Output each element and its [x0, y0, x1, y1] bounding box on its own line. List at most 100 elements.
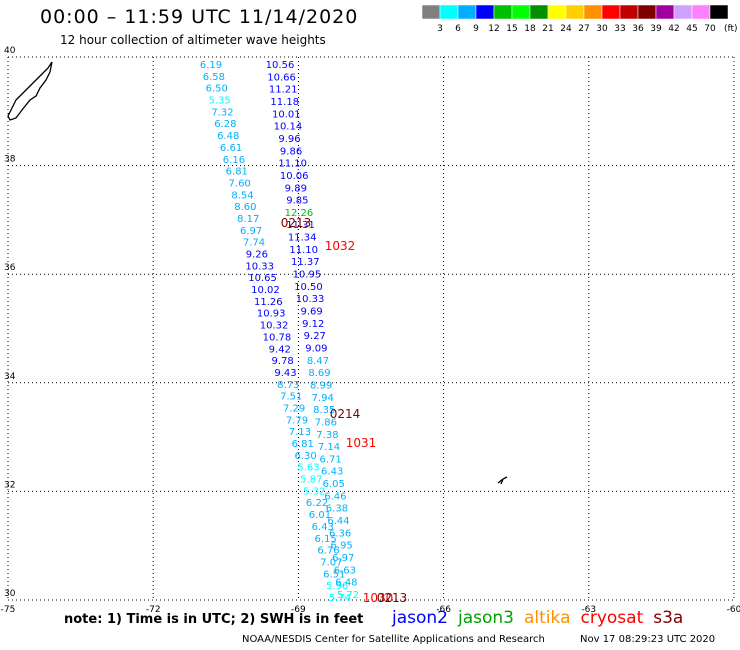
wave-height-value: 8.60: [234, 202, 256, 213]
longitude-tick-label: -69: [291, 605, 306, 615]
colorbar-label: 39: [650, 24, 662, 34]
wave-height-value: 6.22: [306, 498, 328, 509]
wave-height-value: 5.74: [329, 593, 351, 604]
wave-height-value: 5.32: [303, 486, 325, 497]
pass-label: 0213: [281, 216, 312, 230]
wave-height-value: 10.14: [274, 122, 303, 133]
latitude-tick-label: 40: [4, 46, 16, 56]
generated-timestamp: Nov 17 08:29:23 UTC 2020: [580, 634, 716, 645]
wave-height-value: 11.31: [286, 220, 315, 231]
wave-height-value: 10.32: [260, 321, 289, 332]
wave-height-value: 6.63: [334, 565, 356, 576]
colorbar-label: 15: [506, 24, 517, 34]
wave-height-value: 12.26: [285, 208, 314, 219]
wave-height-value: 7.29: [283, 403, 305, 414]
map-subtitle: 12 hour collection of altimeter wave hei…: [60, 33, 326, 47]
wave-height-value: 7.32: [211, 107, 233, 118]
wave-height-value: 6.16: [223, 155, 245, 166]
wave-height-value: 9.89: [285, 183, 307, 194]
wave-height-value: 9.85: [286, 196, 308, 207]
wave-height-value: 6.05: [323, 479, 345, 490]
wave-height-value: 8.73: [277, 380, 299, 391]
wave-height-value: 8.99: [310, 380, 332, 391]
footer-note: note: 1) Time is in UTC; 2) SWH is in fe…: [64, 612, 364, 627]
legend-s3a: s3a: [653, 608, 684, 628]
wave-height-value: 10.01: [272, 109, 301, 120]
colorbar-label: 21: [542, 24, 553, 34]
latitude-tick-label: 34: [4, 372, 16, 382]
wave-height-value: 6.48: [335, 578, 357, 589]
wave-height-value: 6.15: [315, 534, 337, 545]
wave-height-value: 10.95: [293, 270, 322, 281]
wave-height-value: 5.96: [326, 581, 348, 592]
wave-height-value: 11.34: [288, 233, 317, 244]
wave-height-value: 10.33: [245, 261, 274, 272]
pass-label: 1031: [346, 436, 377, 450]
longitude-tick-label: -63: [581, 605, 596, 615]
wave-height-value: 6.50: [206, 84, 228, 95]
wave-height-value: 5.72: [337, 590, 359, 601]
wave-height-value: 8.35: [313, 405, 335, 416]
longitude-tick-label: -66: [436, 605, 451, 615]
colorbar-label: 33: [614, 24, 625, 34]
colorbar-label: 24: [560, 24, 572, 34]
wave-height-value: 9.96: [278, 134, 300, 145]
wave-height-value: 6.28: [214, 119, 236, 130]
wave-height-value: 10.33: [296, 294, 325, 305]
pass-label: 0213: [377, 591, 408, 605]
wave-height-value: 9.78: [272, 356, 294, 367]
wave-height-value: 10.65: [248, 273, 277, 284]
wave-height-value: 11.21: [269, 85, 298, 96]
wave-height-value: 5.35: [208, 96, 230, 107]
colorbar-label: 12: [488, 24, 499, 34]
wave-height-value: 6.97: [240, 226, 262, 237]
colorbar-label: 18: [524, 24, 536, 34]
wave-height-value: 10.06: [280, 171, 309, 182]
legend-cryosat: cryosat: [580, 608, 644, 628]
legend-jason3: jason3: [458, 608, 514, 628]
wave-height-value: 6.01: [309, 510, 331, 521]
wave-height-value: 5.63: [297, 463, 319, 474]
wave-height-colorbar: 3 6 9 12 15 18 21 24 27 30 33 36 39 42 45 70 (ft): [422, 5, 738, 34]
wave-height-value: 9.69: [300, 307, 322, 318]
wave-height-value: 11.26: [254, 297, 283, 308]
wave-height-value: 9.26: [246, 250, 268, 261]
wave-height-value: 6.43: [312, 522, 334, 533]
colorbar-label: 36: [632, 24, 644, 34]
wave-height-value: 8.54: [231, 190, 253, 201]
wave-height-value: 6.95: [331, 541, 353, 552]
wave-height-value: 7.74: [243, 238, 265, 249]
wave-height-value: 10.02: [251, 285, 280, 296]
colorbar-label: 27: [578, 24, 589, 34]
wave-height-value: 7.13: [289, 427, 311, 438]
wave-height-value: 10.50: [294, 282, 323, 293]
wave-height-value: 6.46: [324, 491, 346, 502]
legend-jason2: jason2: [392, 608, 448, 628]
longitude-tick-label: -75: [1, 605, 16, 615]
legend-altika: altika: [524, 608, 571, 628]
wave-height-value: 6.51: [323, 569, 345, 580]
wave-height-value: 9.12: [302, 319, 324, 330]
latitude-tick-label: 32: [4, 480, 15, 490]
credit-line: NOAA/NESDIS Center for Satellite Applica…: [242, 634, 545, 645]
wave-height-value: 6.36: [329, 528, 351, 539]
wave-height-value: 11.18: [270, 97, 299, 108]
wave-height-value: 7.51: [280, 392, 302, 403]
wave-height-value: 10.93: [257, 309, 286, 320]
bermuda-island: [497, 476, 508, 485]
wave-height-value: 6.30: [294, 451, 316, 462]
wave-height-value: 6.44: [327, 516, 349, 527]
colorbar-label: 42: [668, 24, 679, 34]
pass-label: 1030: [363, 591, 394, 605]
wave-height-value: 8.47: [307, 356, 329, 367]
colorbar-label: 9: [473, 24, 479, 34]
colorbar-swatch: [709, 5, 729, 20]
wave-height-value: 6.48: [217, 131, 239, 142]
wave-height-value: 8.69: [308, 368, 330, 379]
wave-height-value: 7.38: [316, 430, 338, 441]
wave-height-value: 9.09: [305, 343, 327, 354]
wave-height-value: 5.87: [300, 475, 322, 486]
wave-height-value: 10.56: [266, 60, 295, 71]
wave-height-value: 6.58: [203, 72, 225, 83]
